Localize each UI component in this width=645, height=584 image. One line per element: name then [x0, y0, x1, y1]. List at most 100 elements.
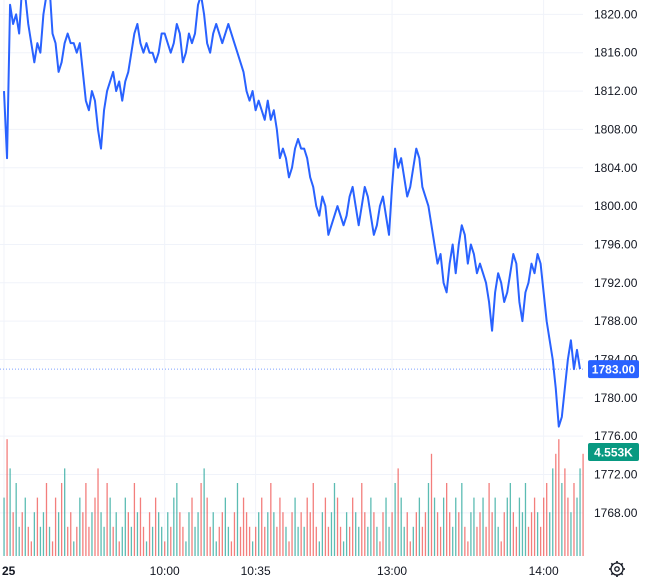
volume-bar: [185, 541, 187, 556]
y-tick-label: 1812.00: [594, 84, 638, 98]
volume-bar: [433, 497, 436, 556]
volume-bar: [582, 453, 584, 556]
volume-bar: [115, 512, 117, 556]
y-tick-label: 1796.00: [594, 237, 638, 251]
volume-bar: [170, 526, 172, 556]
volume-bar: [9, 468, 11, 556]
volume-bar: [476, 526, 478, 556]
volume-bar: [473, 497, 475, 556]
volume-bar: [385, 497, 387, 556]
gear-icon[interactable]: [609, 561, 625, 577]
y-tick-label: 1780.00: [594, 391, 638, 405]
volume-bar: [118, 541, 120, 556]
volume-bar: [533, 497, 536, 556]
volume-bar: [373, 512, 375, 556]
volume-bar: [139, 497, 142, 556]
volume-bar: [291, 512, 293, 556]
x-tick-label: 10:35: [241, 564, 271, 578]
volume-bar: [130, 526, 133, 556]
y-tick-label: 1772.00: [594, 468, 638, 482]
volume-bar: [539, 526, 542, 556]
volume-label: 4.553K: [594, 446, 633, 460]
volume-bar: [167, 512, 169, 556]
volume-bar: [121, 526, 123, 556]
volume-bar: [403, 526, 405, 556]
volume-bar: [576, 497, 578, 556]
volume-bar: [561, 483, 563, 556]
volume-bar: [458, 512, 460, 556]
y-tick-label: 1792.00: [594, 276, 638, 290]
volume-bar: [430, 453, 433, 556]
volume-bar: [39, 526, 42, 556]
volume-bar: [30, 541, 32, 556]
volume-bar: [133, 483, 136, 556]
volume-bar: [158, 512, 160, 556]
volume-bar: [288, 541, 290, 556]
volume-bar: [106, 483, 108, 556]
volume-bar: [379, 541, 381, 556]
volume-bars: [3, 439, 584, 556]
volume-bar: [376, 526, 378, 556]
volume-bar: [394, 483, 396, 556]
volume-bar: [412, 526, 414, 556]
volume-bar: [436, 512, 439, 556]
volume-bar: [251, 541, 254, 556]
volume-bar: [109, 497, 111, 556]
volume-bar: [67, 526, 69, 556]
volume-bar: [212, 512, 214, 556]
x-tick-label: 13:00: [377, 564, 407, 578]
volume-bar: [161, 526, 163, 556]
gear-tooth: [620, 572, 624, 576]
volume-bar: [345, 512, 348, 556]
volume-bar: [552, 468, 554, 556]
last-price-label: 1783.00: [592, 363, 636, 377]
volume-bar: [51, 541, 54, 556]
volume-bar: [512, 512, 515, 556]
volume-bar: [470, 512, 472, 556]
volume-bar: [82, 512, 84, 556]
volume-bar: [227, 526, 230, 556]
volume-bar: [173, 497, 175, 556]
volume-bar: [349, 526, 351, 556]
volume-bar: [182, 526, 184, 556]
volume-bar: [85, 483, 87, 556]
volume-bar: [321, 512, 324, 556]
volume-bar: [536, 512, 539, 556]
volume-bar: [446, 483, 448, 556]
volume-bar: [564, 468, 566, 556]
last-price-badge: [588, 360, 639, 379]
volume-bar: [555, 453, 557, 556]
volume-bar: [491, 512, 493, 556]
volume-bar: [151, 526, 154, 556]
volume-bar: [388, 526, 390, 556]
volume-bar: [245, 512, 248, 556]
volume-bar: [409, 541, 411, 556]
volume-bar: [309, 512, 311, 556]
y-axis: 1820.00 1816.00 1812.00 1808.00 1804.00 1800.…: [594, 7, 638, 519]
volume-bar: [333, 483, 336, 556]
volume-bar: [567, 497, 569, 556]
volume-bar: [206, 497, 208, 556]
gear-tooth: [610, 572, 614, 576]
price-badges: 1783.00 4.553K: [0, 360, 639, 461]
volume-bar: [421, 526, 424, 556]
volume-bar: [506, 497, 508, 556]
volume-bar: [224, 497, 227, 556]
volume-bar: [285, 526, 287, 556]
volume-bar: [236, 483, 239, 556]
x-tick-label: 25: [2, 564, 16, 578]
volume-bar: [148, 512, 151, 556]
volume-bar: [12, 512, 14, 556]
x-tick-label: 10:00: [150, 564, 180, 578]
volume-bar: [543, 497, 545, 556]
volume-bar: [549, 512, 551, 556]
volume-bar: [358, 526, 360, 556]
volume-bar: [485, 526, 487, 556]
volume-bar: [48, 526, 51, 556]
volume-bar: [415, 512, 417, 556]
volume-bar: [27, 526, 29, 556]
volume-bar: [57, 512, 60, 556]
volume-bar: [200, 483, 202, 556]
volume-bar: [242, 497, 245, 556]
